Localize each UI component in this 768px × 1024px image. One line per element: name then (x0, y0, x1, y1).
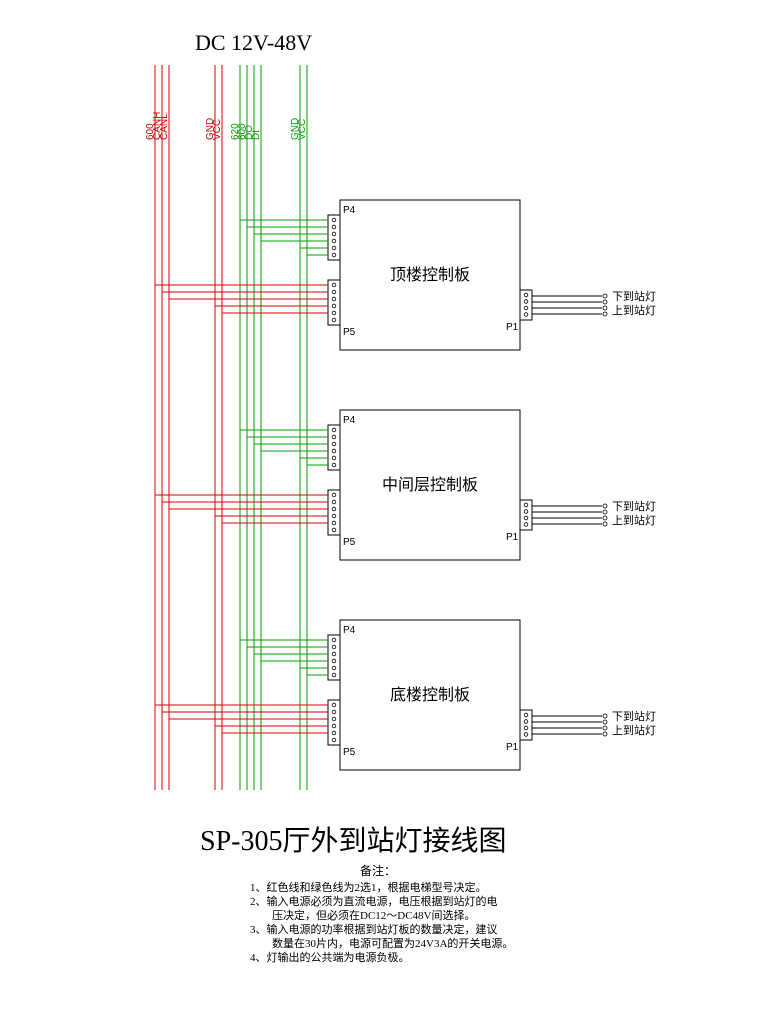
svg-text:下到站灯: 下到站灯 (612, 289, 656, 303)
svg-text:P5: P5 (343, 327, 356, 338)
svg-text:P5: P5 (343, 747, 356, 758)
svg-text:P4: P4 (343, 415, 356, 426)
svg-text:压决定，但必须在DC12～DC48V间选择。: 压决定，但必须在DC12～DC48V间选择。 (250, 908, 476, 922)
svg-text:3、输入电源的功率根据到站灯板的数量决定，建议: 3、输入电源的功率根据到站灯板的数量决定，建议 (250, 922, 498, 936)
svg-text:顶楼控制板: 顶楼控制板 (390, 266, 470, 284)
wiring-diagram: DC 12V-48V600CANHCANLGNDVCC620600DODIGND… (0, 0, 768, 1024)
svg-text:下到站灯: 下到站灯 (612, 499, 656, 513)
svg-text:上到站灯: 上到站灯 (612, 723, 656, 737)
svg-text:下到站灯: 下到站灯 (612, 709, 656, 723)
svg-text:4、灯输出的公共端为电源负极。: 4、灯输出的公共端为电源负极。 (250, 950, 410, 964)
svg-text:备注：: 备注： (360, 863, 396, 878)
svg-text:P1: P1 (506, 742, 519, 753)
svg-text:1、红色线和绿色线为2选1，根据电梯型号决定。: 1、红色线和绿色线为2选1，根据电梯型号决定。 (250, 880, 487, 894)
svg-text:2、输入电源必须为直流电源，电压根据到站灯的电: 2、输入电源必须为直流电源，电压根据到站灯的电 (250, 894, 498, 908)
svg-text:VCC: VCC (297, 119, 308, 140)
svg-text:P1: P1 (506, 322, 519, 333)
svg-text:DI: DI (251, 130, 262, 140)
svg-text:DC 12V-48V: DC 12V-48V (195, 30, 312, 55)
svg-text:底楼控制板: 底楼控制板 (390, 686, 470, 704)
svg-text:SP-305厅外到站灯接线图: SP-305厅外到站灯接线图 (200, 825, 506, 857)
svg-text:数量在30片内，电源可配置为24V3A的开关电源。: 数量在30片内，电源可配置为24V3A的开关电源。 (250, 936, 513, 950)
svg-text:CANL: CANL (159, 113, 170, 140)
svg-text:中间层控制板: 中间层控制板 (382, 476, 478, 494)
svg-text:上到站灯: 上到站灯 (612, 513, 656, 527)
svg-text:VCC: VCC (212, 119, 223, 140)
svg-text:P5: P5 (343, 537, 356, 548)
svg-text:上到站灯: 上到站灯 (612, 303, 656, 317)
svg-text:P4: P4 (343, 205, 356, 216)
svg-text:P1: P1 (506, 532, 519, 543)
svg-text:P4: P4 (343, 625, 356, 636)
